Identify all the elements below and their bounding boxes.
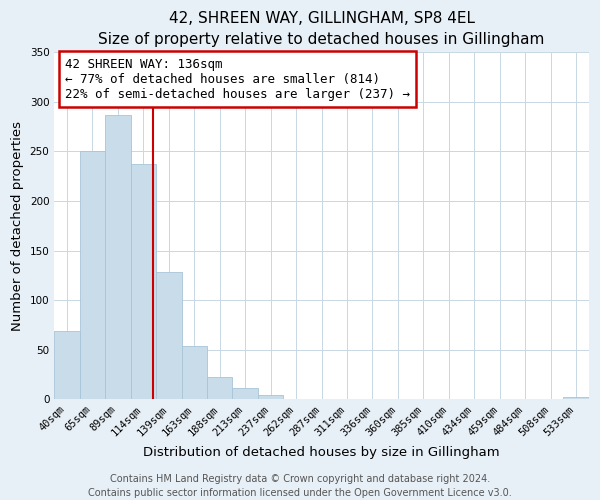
Title: 42, SHREEN WAY, GILLINGHAM, SP8 4EL
Size of property relative to detached houses: 42, SHREEN WAY, GILLINGHAM, SP8 4EL Size…: [98, 11, 545, 47]
Bar: [563, 397, 589, 399]
Bar: [105, 115, 131, 399]
Bar: [258, 395, 283, 399]
Text: Contains HM Land Registry data © Crown copyright and database right 2024.
Contai: Contains HM Land Registry data © Crown c…: [88, 474, 512, 498]
X-axis label: Distribution of detached houses by size in Gillingham: Distribution of detached houses by size …: [143, 446, 500, 459]
Bar: [131, 164, 156, 399]
Bar: [156, 272, 182, 399]
Bar: [80, 152, 105, 399]
Bar: [182, 346, 207, 399]
Bar: [54, 331, 80, 399]
Bar: [232, 388, 258, 399]
Text: 42 SHREEN WAY: 136sqm
← 77% of detached houses are smaller (814)
22% of semi-det: 42 SHREEN WAY: 136sqm ← 77% of detached …: [65, 58, 410, 100]
Y-axis label: Number of detached properties: Number of detached properties: [11, 121, 24, 331]
Bar: [207, 378, 232, 399]
